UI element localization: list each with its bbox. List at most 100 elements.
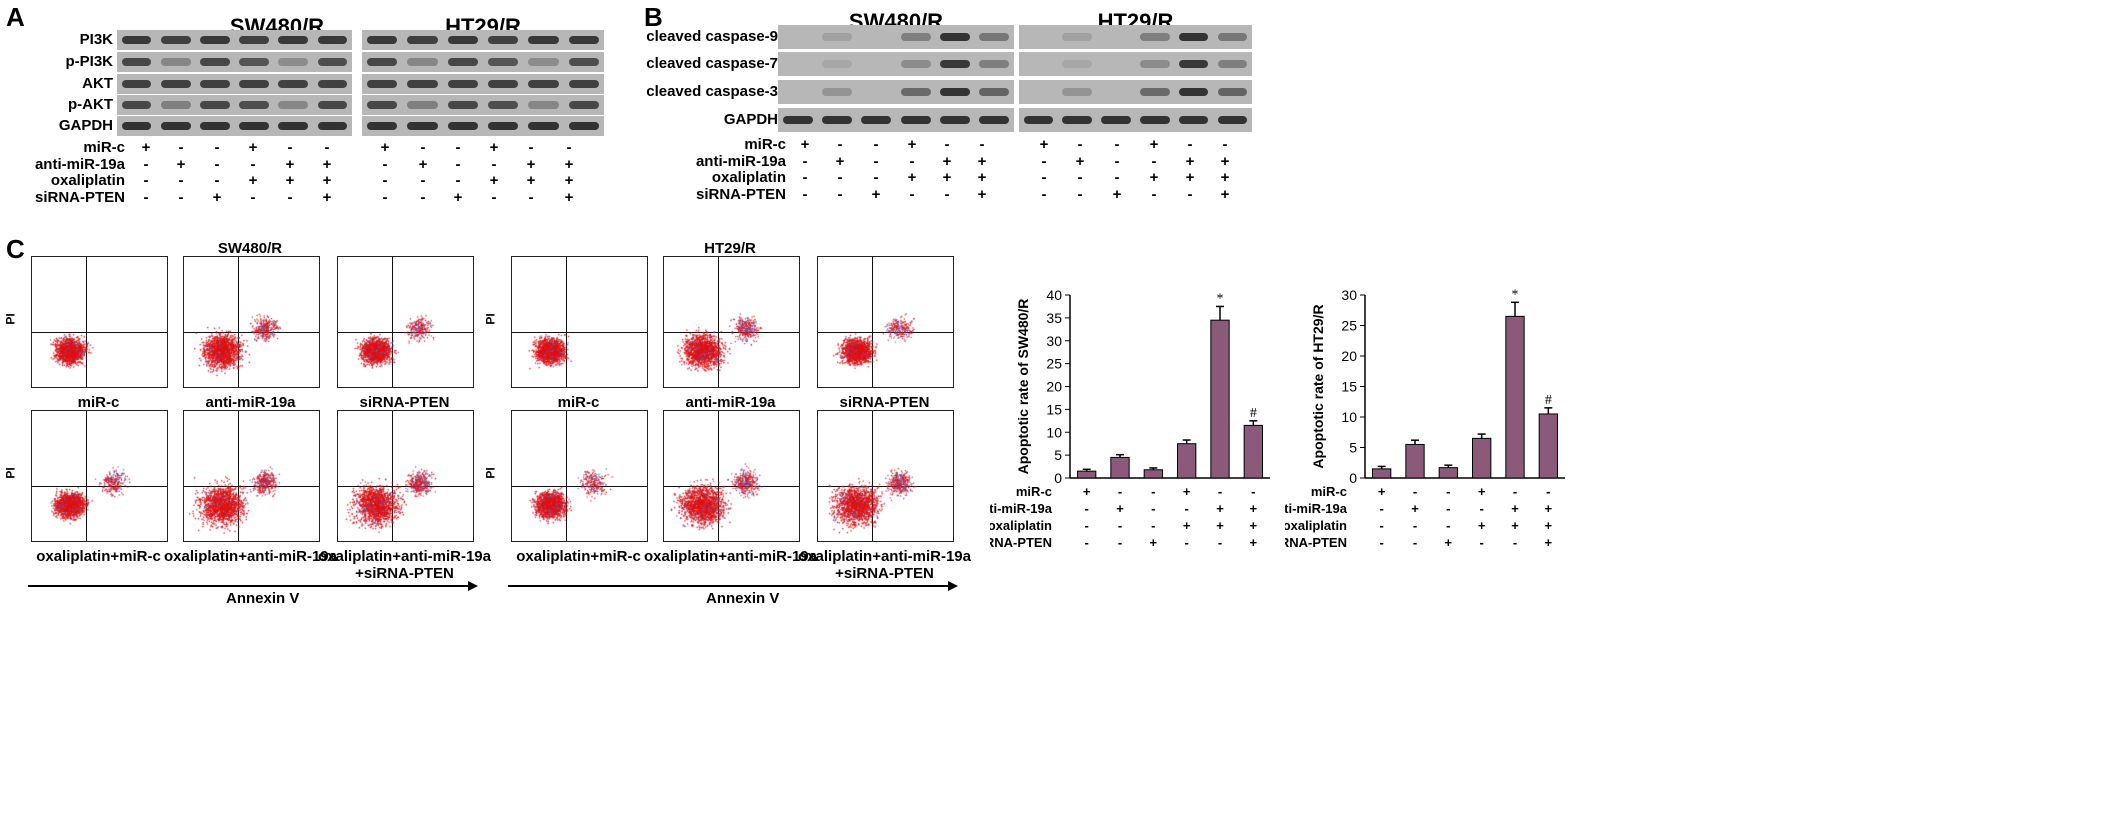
- flow-plot-label: anti-miR-19a: [685, 394, 776, 411]
- flow-plot: [337, 256, 474, 388]
- blot-strip: [1019, 108, 1252, 132]
- blot-strip: [778, 108, 1014, 132]
- treatment-sign: -: [382, 172, 388, 189]
- panel-a-label: A: [6, 2, 25, 32]
- chart-treatment-sign: -: [1218, 484, 1222, 499]
- blot-band: [407, 101, 438, 109]
- flow-plot: [183, 256, 320, 388]
- treatment-sign: -: [420, 172, 426, 189]
- bar: [1210, 319, 1230, 479]
- blot-band: [568, 122, 600, 130]
- treatment-sign: -: [1151, 185, 1157, 203]
- flow-plot-label: oxaliplatin+anti-miR-19a: [318, 548, 491, 565]
- chart-treatment-sign: -: [1546, 484, 1550, 499]
- blot-strip: [778, 52, 1014, 76]
- blot-band: [447, 101, 479, 109]
- blot-band: [822, 60, 852, 68]
- chart-treatment-sign: -: [1184, 501, 1188, 516]
- blot-band: [1178, 116, 1209, 124]
- chart-treatment-sign: -: [1513, 535, 1517, 550]
- apoptosis-chart-sw480: 0 5 10 15 20 25 30 35 40 Apoptotic rate of SW480/…: [990, 287, 1270, 550]
- blot-band: [568, 101, 600, 109]
- treatment-sign: +: [942, 169, 952, 186]
- flow-scatter-dots: [338, 411, 473, 541]
- blot-band: [366, 80, 398, 88]
- bar: [1472, 437, 1492, 479]
- blot-strip: [117, 52, 352, 72]
- flow-scatter-dots: [664, 257, 799, 387]
- y-tick-label: 10: [1341, 409, 1357, 425]
- blot-row-label: GAPDH: [723, 111, 778, 128]
- blot-band: [407, 58, 438, 66]
- chart-treatment-label: anti-miR-19a: [990, 501, 1053, 516]
- flow-plot-label-line2: +siRNA-PTEN: [355, 565, 454, 582]
- treatment-sign: -: [250, 188, 256, 206]
- treatment-sign: -: [802, 152, 808, 170]
- blot-band: [528, 36, 559, 44]
- y-tick-label: 0: [1054, 470, 1062, 486]
- treatment-sign: +: [907, 136, 917, 153]
- blot-strip: [1019, 25, 1252, 49]
- flow-plot-label: oxaliplatin+anti-miR-19a: [644, 548, 817, 565]
- treatment-sign: -: [1041, 185, 1047, 203]
- treatment-sign: -: [1187, 185, 1193, 203]
- blot-band: [366, 101, 398, 109]
- treatment-sign: +: [1039, 136, 1049, 153]
- flow-plot: [183, 410, 320, 542]
- treatment-sign: -: [528, 188, 534, 206]
- chart-treatment-sign: -: [1184, 535, 1188, 550]
- flow-plot: [31, 256, 168, 388]
- flow-plot: [511, 256, 648, 388]
- annexin-label-ht29: Annexin V: [706, 590, 780, 607]
- blot-band: [366, 58, 398, 66]
- chart-treatment-sign: +: [1545, 501, 1553, 516]
- blot-band: [407, 122, 438, 130]
- blot-band: [568, 36, 600, 44]
- treatment-sign: +: [141, 139, 151, 156]
- blot-strip: [117, 74, 352, 94]
- chart-treatment-sign: +: [1250, 501, 1258, 516]
- blot-band: [160, 36, 191, 44]
- treatment-sign: +: [248, 139, 258, 156]
- flow-scatter-dots: [184, 411, 319, 541]
- chart-treatment-sign: +: [1511, 501, 1519, 516]
- blot-band: [487, 58, 519, 66]
- blot-band: [200, 101, 230, 109]
- chart-treatment-sign: +: [1545, 518, 1553, 533]
- treatment-sign: -: [873, 152, 879, 170]
- chart-treatment-sign: -: [1379, 518, 1383, 533]
- chart-treatment-sign: -: [1084, 501, 1088, 516]
- treatment-sign: -: [873, 136, 879, 153]
- blot-band: [1023, 116, 1054, 124]
- significance-marker: #: [1250, 406, 1257, 421]
- blot-band: [568, 58, 600, 66]
- treatment-sign: +: [380, 139, 390, 156]
- treatment-sign: -: [382, 155, 388, 173]
- blot-band: [487, 80, 519, 88]
- blot-band: [528, 80, 559, 88]
- blot-row-label: p-AKT: [68, 96, 113, 113]
- blot-band: [1217, 33, 1248, 41]
- treatment-sign: +: [1185, 152, 1195, 170]
- chart-treatment-sign: +: [1445, 535, 1453, 550]
- blot-band: [407, 36, 438, 44]
- flow-plot-label: miR-c: [77, 394, 120, 411]
- blot-row-label: AKT: [82, 75, 113, 92]
- chart-treatment-sign: -: [1151, 501, 1155, 516]
- blot-band: [487, 101, 519, 109]
- treatment-sign: -: [287, 139, 293, 156]
- blot-strip: [117, 95, 352, 115]
- chart-treatment-sign: -: [1251, 484, 1255, 499]
- blot-band: [160, 58, 191, 66]
- treatment-sign: +: [1149, 136, 1159, 153]
- treatment-sign: -: [979, 136, 985, 153]
- chart-treatment-sign: -: [1151, 518, 1155, 533]
- treatment-sign: +: [1220, 185, 1230, 203]
- treatment-sign: -: [1187, 136, 1193, 153]
- blot-band: [1178, 88, 1209, 96]
- blot-band: [900, 116, 931, 124]
- y-tick-label: 20: [1046, 379, 1062, 395]
- chart-treatment-sign: +: [1250, 535, 1258, 550]
- chart-treatment-sign: +: [1116, 501, 1124, 516]
- blot-band: [940, 88, 970, 96]
